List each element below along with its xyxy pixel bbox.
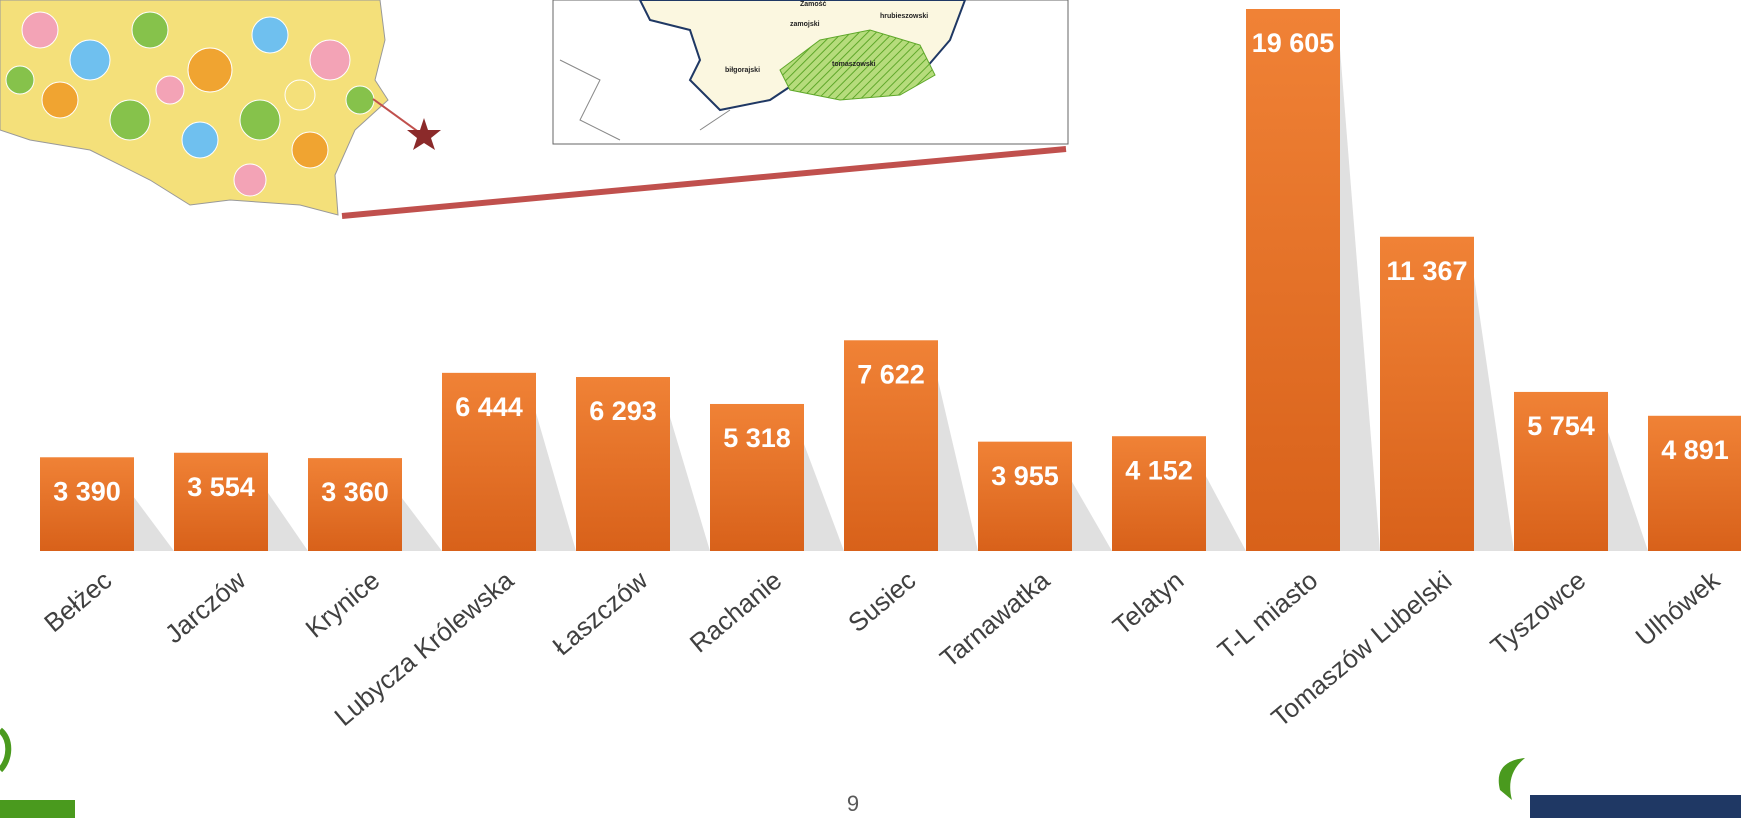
value-label: 6 293 <box>589 396 657 426</box>
bar-shadow <box>1340 49 1380 551</box>
bar-shadow <box>938 380 978 551</box>
map-label: tomaszowski <box>832 61 876 68</box>
map-label: hrubieszowski <box>880 13 928 20</box>
bar-shadow <box>1072 481 1112 551</box>
map-label: Zamość <box>800 1 827 8</box>
x-tick-label: Jarczów <box>159 565 252 649</box>
value-label: 3 955 <box>991 461 1059 491</box>
bar <box>710 403 804 551</box>
bar <box>576 377 670 551</box>
poland-map <box>0 0 389 216</box>
inset-map: Zamość zamojski hrubieszowski biłgorajsk… <box>552 0 1069 145</box>
value-label: 6 444 <box>455 392 523 422</box>
x-tick-label: Tarnawatka <box>934 565 1056 674</box>
value-label: 5 754 <box>1527 411 1595 441</box>
logo-left <box>0 727 75 818</box>
map-label: zamojski <box>790 21 820 28</box>
bar-shadow <box>268 492 308 551</box>
bar <box>1514 391 1608 551</box>
bar-shadow <box>1206 476 1246 551</box>
value-label: 11 367 <box>1386 256 1467 286</box>
value-label: 19 605 <box>1252 28 1335 58</box>
bar <box>1112 436 1206 551</box>
x-tick-label: Krynice <box>300 565 386 644</box>
bar-shadow <box>804 443 844 551</box>
value-label: 3 390 <box>53 476 121 506</box>
x-tick-label: Tyszowce <box>1485 565 1592 661</box>
bar-shadow <box>1474 276 1514 551</box>
x-tick-label: Ulhówek <box>1630 564 1726 652</box>
bar <box>978 441 1072 551</box>
x-tick-label: Bełżec <box>38 565 117 638</box>
star <box>407 118 441 150</box>
value-label: 4 152 <box>1125 455 1193 485</box>
bar-shadow <box>402 498 442 551</box>
bar <box>308 458 402 551</box>
bar <box>844 340 938 551</box>
bar <box>1380 236 1474 552</box>
bar-shadow <box>1608 431 1648 551</box>
bar-shadow <box>536 412 576 551</box>
x-tick-label: Telatyn <box>1107 565 1189 641</box>
arrow <box>372 98 421 134</box>
map-label: biłgorajski <box>725 67 760 74</box>
x-tick-label: Łaszczów <box>547 565 654 662</box>
bar-shadow <box>670 417 710 551</box>
bar <box>40 457 134 551</box>
bar <box>174 452 268 551</box>
value-label: 4 891 <box>1661 435 1729 465</box>
value-label: 3 360 <box>321 477 389 507</box>
value-label: 7 622 <box>857 359 925 389</box>
value-label: 5 318 <box>723 423 791 453</box>
page-number: 9 <box>847 791 859 816</box>
bar <box>1246 9 1340 551</box>
value-label: 3 554 <box>187 472 255 502</box>
connector-line <box>341 146 1067 219</box>
x-tick-label: Susiec <box>842 565 921 638</box>
bar <box>442 372 536 551</box>
bar-shadow <box>134 497 174 551</box>
logo-right <box>1498 758 1741 818</box>
x-tick-label: Rachanie <box>684 565 787 659</box>
bar <box>1648 415 1741 551</box>
x-tick-label: T-L miasto <box>1212 565 1324 665</box>
